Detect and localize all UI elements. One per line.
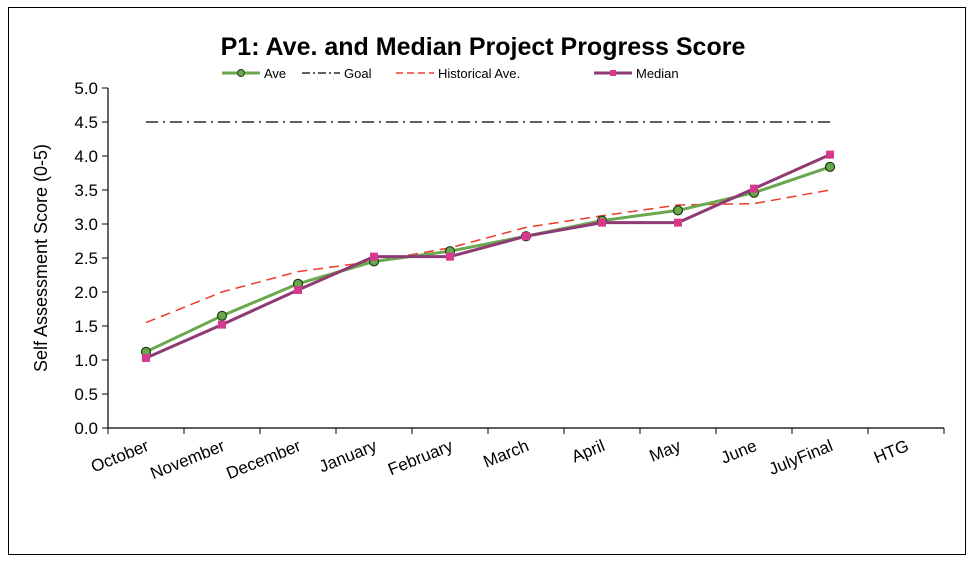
x-tick-label: JulyFinal	[766, 436, 835, 479]
median-point	[750, 184, 758, 193]
y-tick-label: 1.5	[74, 317, 98, 336]
median-point	[446, 252, 454, 261]
y-tick-label: 4.0	[74, 147, 98, 166]
axes: 0.0 0.5 1.0 1.5 2.0 2.5 3.0 3.5 4.0 4.5 5.0 October…	[74, 79, 945, 483]
median-point	[826, 150, 834, 159]
legend-marker	[237, 69, 245, 77]
series-line-ave	[145, 165, 831, 354]
x-tick-label: February	[385, 436, 456, 479]
legend-label: Median	[636, 66, 679, 81]
x-tick-label: March	[481, 436, 532, 471]
y-tick-label: 2.5	[74, 249, 98, 268]
ave-point	[824, 161, 836, 172]
y-tick-label: 3.0	[74, 215, 98, 234]
ave-point	[216, 310, 228, 321]
ave-point	[672, 205, 684, 216]
x-tick-label: January	[316, 436, 380, 476]
series-line-historical-ave-	[145, 189, 831, 324]
legend: Ave Goal Historical Ave. Median	[222, 66, 679, 81]
median-point	[522, 232, 530, 241]
y-tick-label: 5.0	[74, 79, 98, 98]
y-tick-label: 1.0	[74, 351, 98, 370]
series-line-median	[145, 153, 831, 360]
legend-label: Goal	[344, 66, 372, 81]
x-tick-label: November	[148, 436, 228, 483]
y-tick-label: 3.5	[74, 181, 98, 200]
series-layer	[140, 121, 836, 362]
median-point	[370, 252, 378, 261]
chart-frame	[8, 7, 966, 555]
median-point	[294, 285, 302, 294]
x-tick-label: December	[224, 436, 304, 483]
legend-label: Historical Ave.	[438, 66, 520, 81]
legend-marker	[610, 70, 616, 76]
x-tick-label: October	[88, 436, 151, 476]
x-tick-label: April	[569, 436, 608, 466]
y-tick-label: 4.5	[74, 113, 98, 132]
median-point	[142, 353, 150, 362]
y-tick-label: 0.0	[74, 419, 98, 438]
median-point	[674, 218, 682, 227]
x-tick-label: HTG	[871, 436, 911, 467]
y-axis-label: Self Assessment Score (0-5)	[31, 144, 51, 372]
chart-title: P1: Ave. and Median Project Progress Sco…	[221, 33, 746, 61]
x-tick-label: May	[647, 436, 684, 466]
legend-label: Ave	[264, 66, 286, 81]
median-point	[598, 218, 606, 227]
median-point	[218, 320, 226, 329]
y-tick-label: 0.5	[74, 385, 98, 404]
y-tick-label: 2.0	[74, 283, 98, 302]
x-tick-label: June	[718, 436, 759, 467]
